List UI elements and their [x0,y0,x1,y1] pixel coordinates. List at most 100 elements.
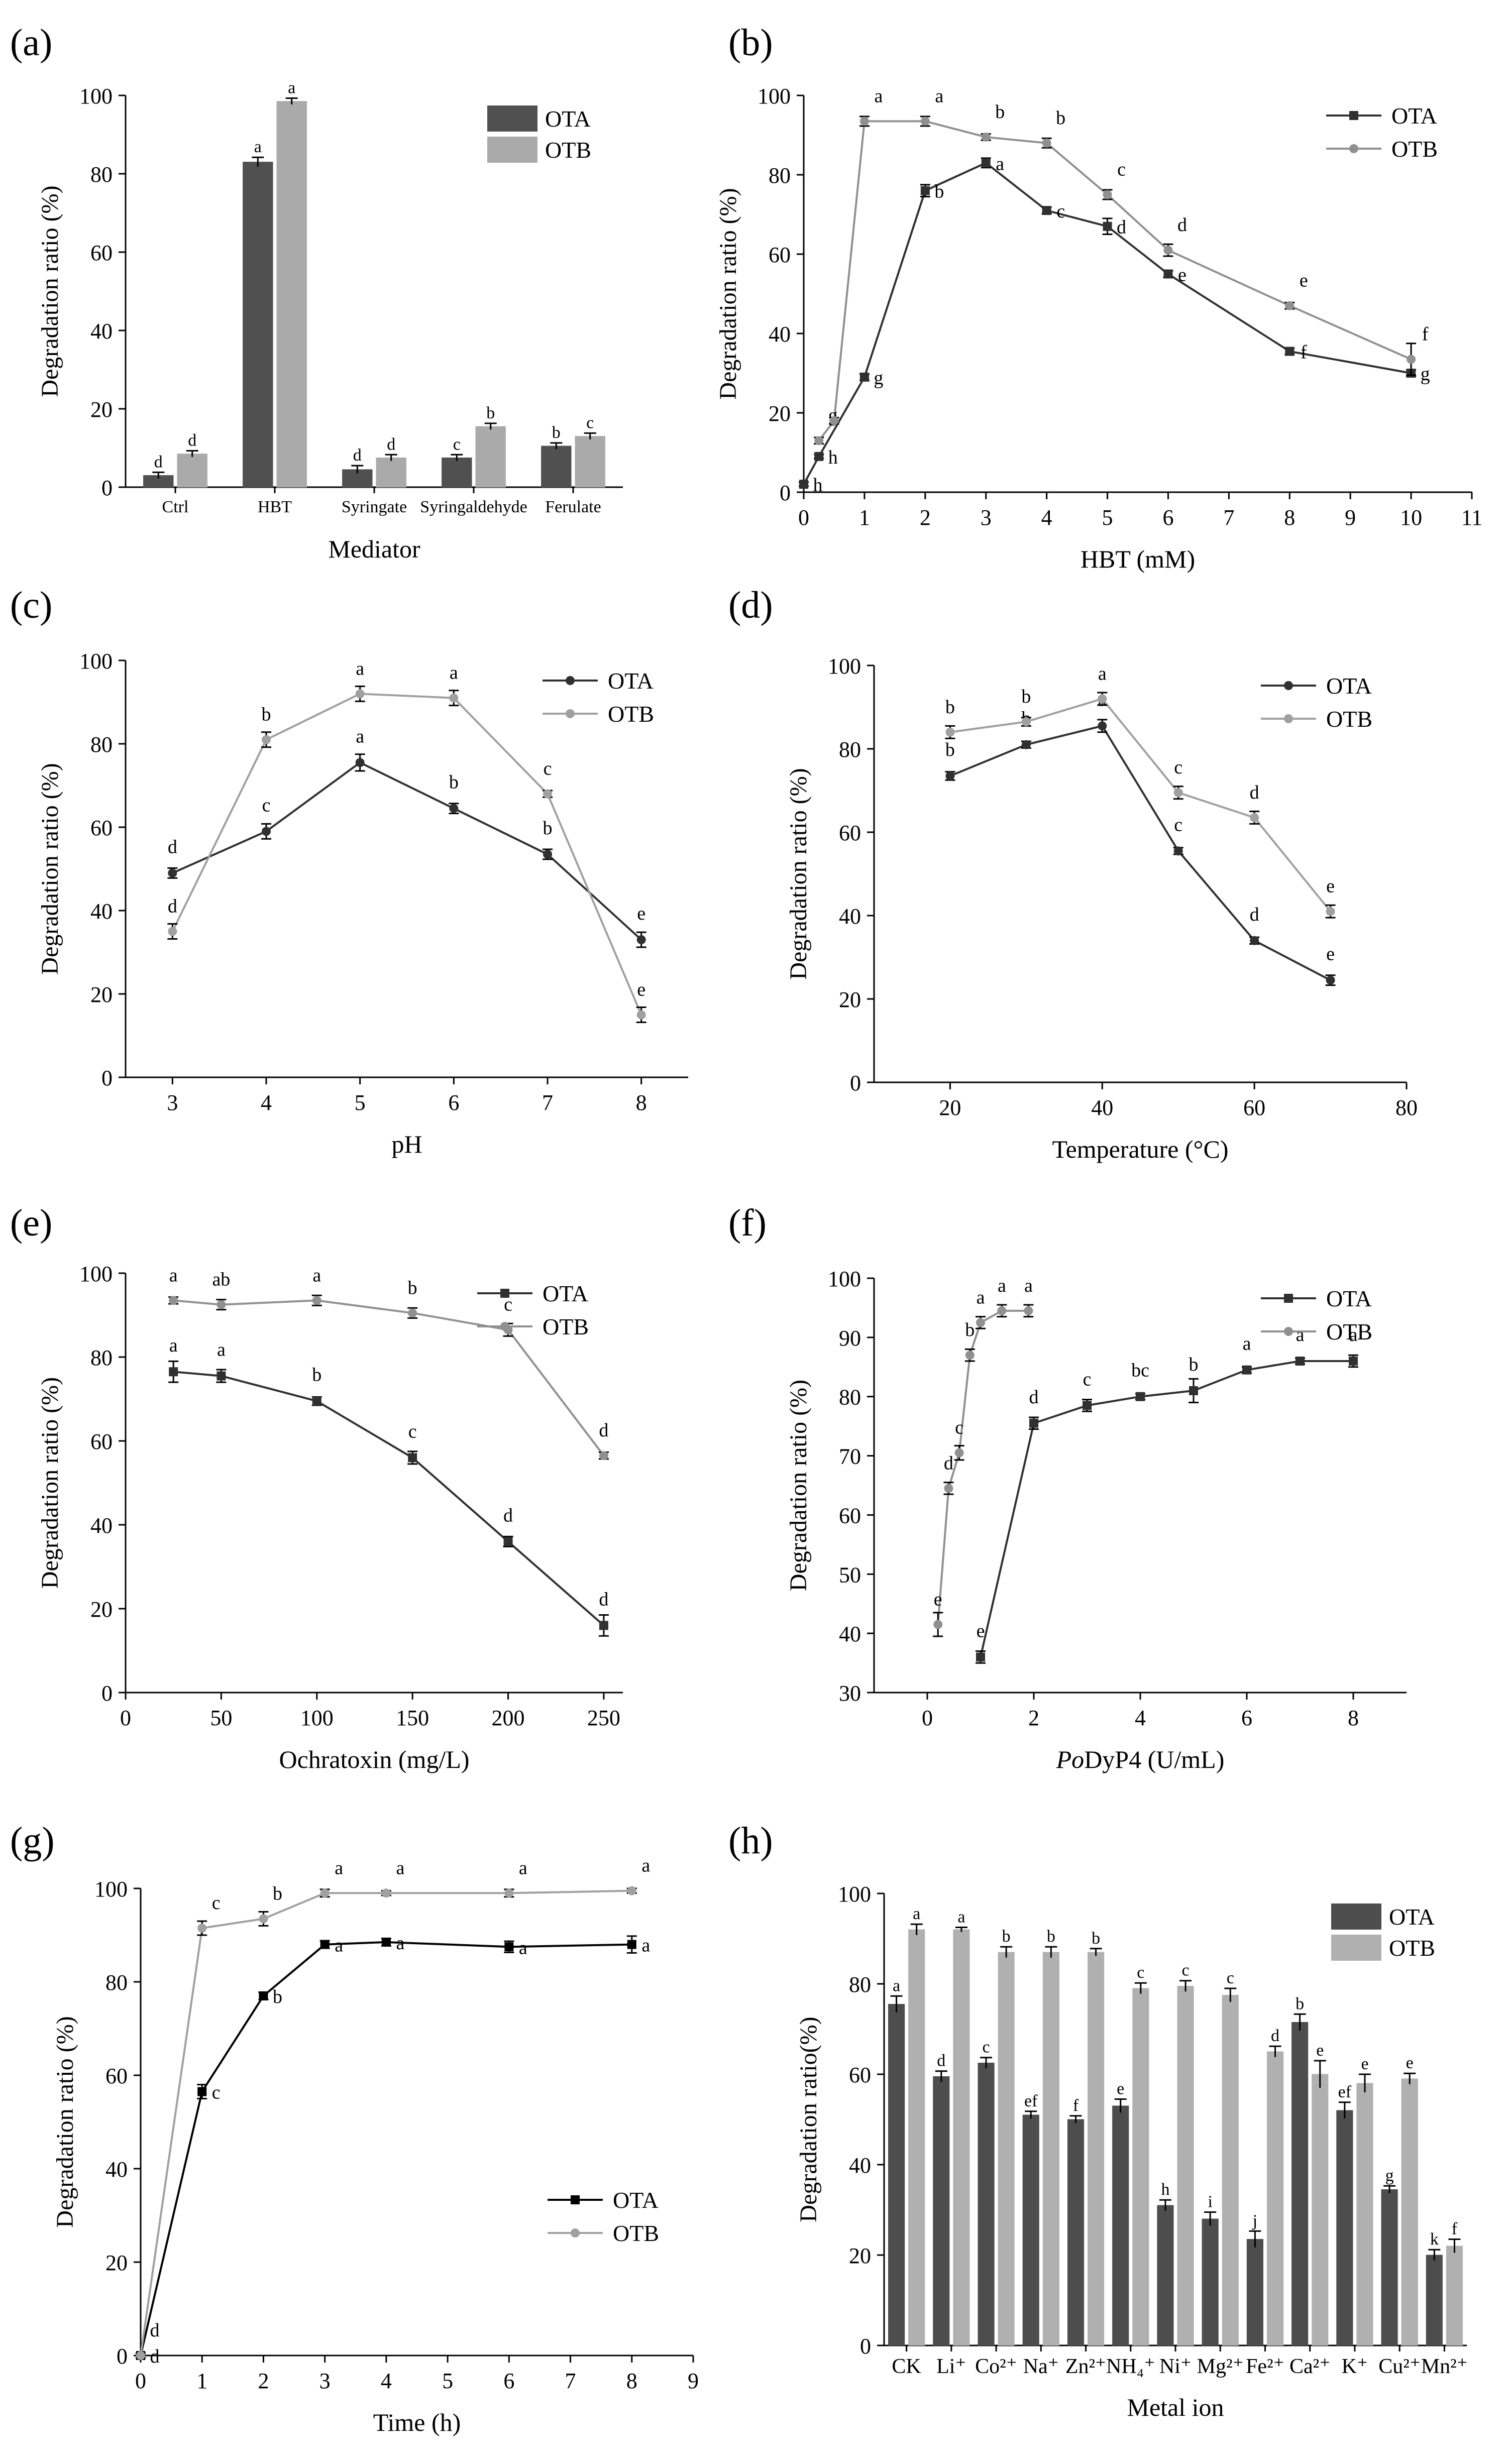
significance-letter: b [449,772,459,793]
x-tick-label: 8 [626,2369,637,2393]
significance-letter: d [353,446,362,465]
x-tick-label: 8 [636,1090,647,1115]
y-tick-label: 20 [105,2251,128,2275]
x-tick-label: Ferulate [545,498,601,516]
significance-letter: a [335,1935,343,1956]
bar-otb [575,436,605,488]
significance-letter: a [356,726,364,747]
y-tick-label: 40 [839,1622,861,1646]
y-tick-label: 80 [90,162,113,187]
data-point [504,1888,514,1898]
legend-marker [1284,681,1293,690]
data-point [920,186,930,195]
legend-label: OTB [1326,1319,1372,1345]
x-tick-label: Mg²⁺ [1197,2355,1244,2378]
x-tick-label: 60 [1243,1095,1265,1120]
significance-letter: a [217,1339,226,1361]
significance-letter: a [1243,1333,1251,1355]
x-axis-label: Mediator [328,535,420,563]
x-tick-label: Ca²⁺ [1289,2355,1330,2378]
significance-letter: d [188,431,196,450]
legend-label: OTB [608,701,654,727]
data-point [259,1991,268,2000]
legend-marker [571,2228,580,2237]
legend-marker [1284,714,1293,723]
data-point [954,1448,964,1458]
significance-letter: d [1250,904,1259,925]
significance-letter: c [1083,1369,1092,1390]
significance-letter: e [1117,2080,1124,2098]
y-tick-label: 40 [769,322,791,347]
data-point [312,1396,321,1406]
bar-ota [1157,2205,1174,2346]
x-tick-label: Ni⁺ [1159,2355,1192,2378]
significance-letter: ab [212,1269,230,1290]
bar-ota [1202,2218,1219,2346]
y-tick-label: 20 [90,982,113,1007]
legend-label: OTA [608,668,654,694]
data-point [408,1308,417,1318]
bar-ota [1246,2239,1263,2346]
x-tick-label: Na⁺ [1023,2355,1059,2378]
significance-letter: b [1056,107,1065,129]
data-point [197,1924,207,1933]
significance-letter: e [1178,265,1187,286]
panel-label-c: (c) [10,584,52,626]
bar-ota [1291,2022,1309,2346]
significance-letter: c [504,1294,512,1315]
legend-swatch [487,105,537,132]
significance-letter: c [408,1421,417,1442]
bar-ota [1426,2255,1443,2346]
y-tick-label: 20 [849,2244,871,2268]
y-tick-label: 90 [839,1326,861,1351]
series-line-ota [980,1360,1353,1657]
legend-label: OTA [1391,103,1437,129]
significance-letter: a [874,85,883,106]
significance-letter: e [1300,270,1308,291]
significance-letter: c [453,435,461,454]
y-tick-label: 70 [839,1444,861,1469]
significance-letter: a [977,1287,985,1308]
data-point [627,1940,636,1949]
y-tick-label: 30 [839,1681,861,1706]
legend-label: OTB [1326,706,1372,732]
y-tick-label: 60 [839,821,861,845]
significance-letter: c [544,758,552,779]
x-tick-label: Mn²⁺ [1421,2355,1468,2378]
bar-otb [1222,1995,1239,2346]
x-tick-label: 100 [300,1706,334,1730]
x-tick-label: 2 [1028,1706,1039,1730]
x-tick-label: 80 [1395,1095,1418,1120]
panel-label-a: (a) [10,22,52,64]
series-line-otb [171,693,642,1016]
data-point [504,1942,514,1952]
significance-letter: j [1252,2211,1257,2230]
data-point [312,1296,321,1305]
y-tick-label: 20 [90,1597,113,1622]
significance-letter: f [1452,2220,1458,2238]
data-point [1098,721,1107,731]
y-tick-label: 0 [101,476,113,500]
data-point [976,1318,985,1327]
y-tick-label: 80 [839,737,861,762]
significance-letter: g [874,368,883,389]
legend-marker [1284,1294,1293,1303]
significance-letter: h [813,475,823,496]
y-tick-label: 20 [769,401,791,426]
significance-letter: a [396,1933,404,1954]
x-tick-label: 0 [922,1706,933,1730]
significance-letter: d [168,836,177,857]
bar-otb [177,454,207,488]
bar-otb [376,458,406,488]
data-point [1098,694,1107,704]
y-tick-label: 40 [105,2157,128,2182]
data-point [814,452,824,461]
data-point [355,689,365,699]
data-point [168,927,177,936]
panel-label-f: (f) [728,1202,767,1244]
data-point [945,771,955,780]
data-point [599,1451,608,1461]
x-axis-label-main: DyP4 (U/mL) [1084,1745,1224,1773]
significance-letter: a [893,1976,900,1995]
bar-otb [1401,2078,1418,2346]
